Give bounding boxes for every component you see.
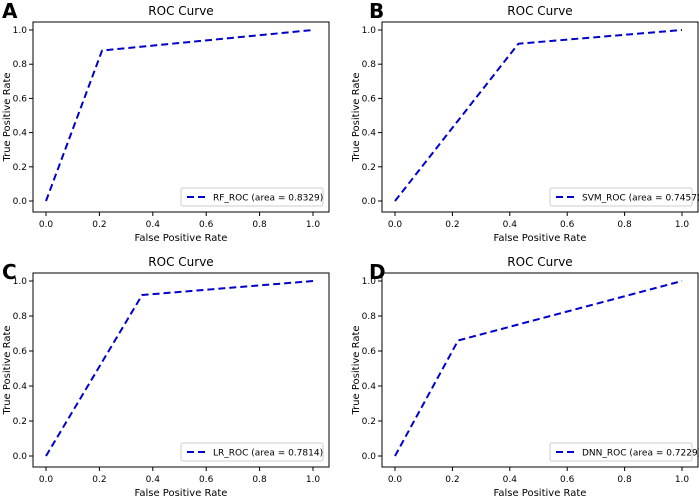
y-tick-label: 0.4 [362, 382, 377, 392]
y-tick-label: 0.6 [13, 94, 28, 104]
legend-entry: LR_ROC (area = 0.7814) [213, 449, 323, 459]
roc-panel-a: A ROC Curve 0.0 0.2 0.4 0.6 0.8 1.0 0.0 0.2 0.4 0.6… [2, 0, 330, 244]
x-tick-label: 0.0 [388, 475, 403, 485]
chart-title: ROC Curve [507, 4, 572, 18]
y-tick-label: 1.0 [362, 26, 377, 36]
x-tick-label: 1.0 [675, 220, 690, 230]
y-tick-label: 0.2 [362, 417, 376, 427]
x-tick-label: 0.8 [617, 475, 632, 485]
legend: RF_ROC (area = 0.8329) [180, 187, 324, 207]
x-tick-label: 0.4 [146, 220, 161, 230]
y-tick-label: 0.2 [13, 417, 27, 427]
y-tick-label: 1.0 [13, 26, 28, 36]
x-tick-label: 0.2 [445, 475, 459, 485]
legend-entry: RF_ROC (area = 0.8329) [213, 194, 323, 204]
y-axis-label: True Positive Rate [351, 72, 362, 162]
x-tick-label: 0.6 [560, 220, 575, 230]
x-tick-label: 0.4 [146, 475, 161, 485]
x-tick-label: 1.0 [675, 475, 690, 485]
y-tick-label: 0.8 [362, 312, 377, 322]
y-tick-label: 0.8 [362, 60, 377, 70]
x-tick-label: 1.0 [306, 220, 321, 230]
plot-frame [32, 21, 330, 213]
plot-frame [381, 21, 699, 213]
x-axis-label: False Positive Rate [135, 488, 228, 499]
y-tick-label: 0.0 [13, 452, 28, 462]
y-tick-label: 1.0 [362, 277, 377, 287]
y-tick-label: 0.6 [13, 347, 28, 357]
x-axis-label: False Positive Rate [135, 233, 228, 244]
x-tick-label: 0.4 [503, 475, 518, 485]
legend-entry: SVM_ROC (area = 0.7457) [582, 194, 699, 204]
y-tick-label: 0.6 [362, 94, 377, 104]
x-tick-label: 0.6 [560, 475, 575, 485]
legend: DNN_ROC (area = 0.7229) [549, 442, 699, 462]
panel-label: D [369, 260, 386, 284]
plot-frame [32, 272, 330, 468]
x-tick-label: 0.8 [252, 475, 267, 485]
legend-entry: DNN_ROC (area = 0.7229) [582, 449, 699, 459]
plot-frame [381, 272, 699, 468]
panel-label: A [2, 0, 18, 23]
y-tick-label: 0.4 [13, 129, 28, 139]
roc-curve-line [394, 29, 683, 202]
roc-panel-b: B ROC Curve 0.0 0.2 0.4 0.6 0.8 1.0 0.0 0.2 0.4 0.6… [351, 0, 699, 244]
y-tick-label: 0.0 [13, 197, 28, 207]
x-tick-label: 0.2 [92, 475, 106, 485]
x-tick-label: 0.4 [503, 220, 518, 230]
legend-box [549, 442, 693, 462]
roc-curve-line [394, 280, 683, 457]
chart-title: ROC Curve [148, 255, 213, 269]
y-tick-label: 0.4 [362, 129, 377, 139]
x-axis-label: False Positive Rate [494, 233, 587, 244]
roc-panel-c: C ROC Curve 0.0 0.2 0.4 0.6 0.8 1.0 0.0 0.2 0.4 0.6… [2, 255, 330, 499]
legend-box [549, 187, 693, 207]
chart-title: ROC Curve [507, 255, 572, 269]
y-tick-label: 0.6 [362, 347, 377, 357]
roc-panel-d: D ROC Curve 0.0 0.2 0.4 0.6 0.8 1.0 0.0 0.2 0.4 0.6… [351, 255, 699, 499]
x-tick-label: 0.2 [445, 220, 459, 230]
y-axis-label: True Positive Rate [351, 325, 362, 415]
chart-title: ROC Curve [148, 4, 213, 18]
x-axis-label: False Positive Rate [494, 488, 587, 499]
legend-box [180, 187, 324, 207]
y-tick-label: 0.2 [362, 163, 376, 173]
y-tick-label: 0.8 [13, 312, 28, 322]
x-tick-label: 1.0 [306, 475, 321, 485]
roc-curve-line [45, 280, 314, 457]
panel-label: C [2, 260, 17, 284]
y-tick-label: 0.0 [362, 197, 377, 207]
y-tick-label: 0.0 [362, 452, 377, 462]
panel-label: B [369, 0, 384, 23]
x-tick-label: 0.0 [388, 220, 403, 230]
y-tick-label: 1.0 [13, 277, 28, 287]
legend-box [180, 442, 324, 462]
x-tick-label: 0.6 [199, 475, 214, 485]
legend: LR_ROC (area = 0.7814) [180, 442, 324, 462]
x-tick-label: 0.6 [199, 220, 214, 230]
y-axis-label: True Positive Rate [2, 72, 13, 162]
x-tick-label: 0.0 [39, 220, 54, 230]
legend: SVM_ROC (area = 0.7457) [549, 187, 699, 207]
y-axis-label: True Positive Rate [2, 325, 13, 415]
x-tick-label: 0.0 [39, 475, 54, 485]
roc-curve-line [45, 29, 314, 202]
y-tick-label: 0.2 [13, 163, 27, 173]
x-tick-label: 0.8 [252, 220, 267, 230]
x-tick-label: 0.8 [617, 220, 632, 230]
x-tick-label: 0.2 [92, 220, 106, 230]
y-tick-label: 0.4 [13, 382, 28, 392]
y-tick-label: 0.8 [13, 60, 28, 70]
